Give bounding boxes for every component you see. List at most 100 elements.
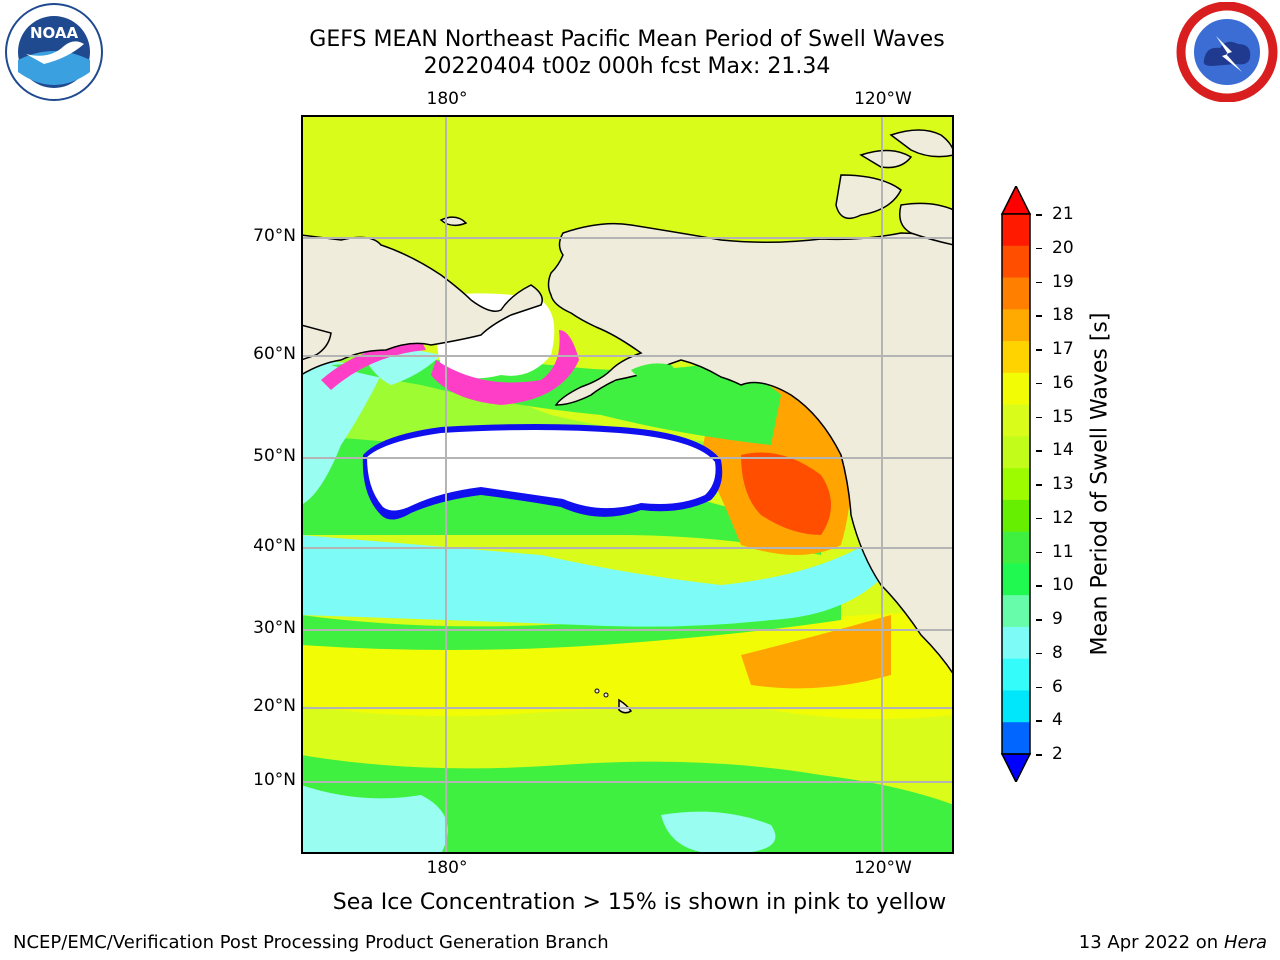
- colorbar-extend-bottom: [1000, 753, 1032, 782]
- colorbar-segment: [1002, 404, 1030, 437]
- lon-label-bottom-180: 180°: [426, 858, 468, 878]
- ocean-cook-inlet: [631, 363, 675, 381]
- footer-right: 13 Apr 2022 on Hera: [1079, 932, 1267, 953]
- colorbar-outline: [1001, 213, 1031, 755]
- lon-label-top-120w: 120°W: [854, 89, 912, 109]
- colorbar-tick-mark: [1036, 720, 1042, 722]
- ocean-cyan-midlat: [301, 532, 901, 627]
- colorbar-tick-label: 21: [1052, 204, 1074, 224]
- land-hawaii: [618, 698, 633, 714]
- map-svg: [301, 115, 954, 854]
- colorbar-tick-mark: [1036, 686, 1042, 688]
- colorbar-tick-label: 8: [1052, 642, 1063, 663]
- chart-title-line-1: GEFS MEAN Northeast Pacific Mean Period …: [309, 27, 945, 52]
- colorbar-segment: [1002, 531, 1030, 564]
- graticule: [301, 115, 954, 854]
- colorbar-segment: [1002, 277, 1030, 310]
- colorbar-segment: [1002, 468, 1030, 501]
- lat-label-60n: 60°N: [253, 344, 296, 364]
- colorbar-segment: [1002, 372, 1030, 406]
- ocean-orange-subtropical: [741, 615, 891, 689]
- map-panel: [301, 115, 954, 854]
- colorbar-segment: [1002, 436, 1030, 469]
- colorbar-tick-label: 13: [1052, 474, 1074, 494]
- colorbar-segment: [1002, 214, 1030, 247]
- noaa-logo: NOAA: [4, 2, 104, 102]
- lat-label-20n: 20°N: [253, 696, 296, 716]
- colorbar-tick-label: 9: [1052, 609, 1063, 629]
- colorbar-segment: [1002, 245, 1030, 279]
- colorbar-tick-label: 4: [1052, 710, 1063, 731]
- ice-mask-white: [367, 430, 716, 511]
- land-alaska-canada: [547, 222, 954, 677]
- colorbar-segment: [1002, 658, 1030, 691]
- colorbar-tick-label: 14: [1052, 440, 1074, 461]
- map-frame: [301, 115, 954, 854]
- colorbar-segment: [1002, 563, 1030, 596]
- colorbar-tick-mark: [1036, 484, 1042, 486]
- lat-label-30n: 30°N: [253, 618, 296, 638]
- colorbar-tick-mark: [1036, 349, 1042, 351]
- colorbar-tick-label: 19: [1052, 271, 1074, 292]
- colorbar-tick-mark: [1036, 315, 1042, 317]
- footer-date: 13 Apr 2022 on: [1078, 932, 1224, 953]
- colorbar-segment: [1002, 309, 1030, 342]
- lat-label-70n: 70°N: [253, 226, 296, 246]
- colorbar-segment: [1002, 341, 1030, 374]
- land-hawaii-kauai: [594, 688, 600, 694]
- colorbar-tick-label: 16: [1052, 372, 1074, 393]
- ocean-cyan-south-mid: [661, 811, 776, 854]
- colorbar-tick-label: 11: [1052, 541, 1074, 562]
- colorbar-label: Mean Period of Swell Waves [s]: [1087, 312, 1113, 656]
- lon-label-top-180: 180°: [426, 89, 468, 109]
- land-arctic-island-3: [889, 129, 954, 158]
- colorbar-tick-mark: [1036, 247, 1042, 250]
- land-kamchatka: [301, 324, 332, 361]
- ocean-cyan-south-west: [301, 785, 448, 854]
- colorbar-tick-mark: [1036, 450, 1042, 452]
- colorbar: [1000, 186, 1036, 782]
- land-wrangel-island: [439, 216, 468, 227]
- colorbar-tick-label: 10: [1052, 575, 1074, 596]
- noaa-logo-graphic: NOAA: [5, 3, 103, 101]
- nws-logo-graphic: [1176, 1, 1278, 103]
- kamchatka-ice-pink: [321, 340, 426, 390]
- colorbar-label-wrap: Mean Period of Swell Waves [s]: [1082, 186, 1118, 782]
- footer-left: NCEP/EMC/Verification Post Processing Pr…: [13, 932, 609, 953]
- lat-label-50n: 50°N: [253, 446, 296, 466]
- colorbar-tick-label: 6: [1052, 676, 1063, 697]
- chart-title-line-2: 20220404 t00z 000h fcst Max: 21.34: [423, 54, 831, 79]
- land-arctic-island-2: [835, 174, 902, 220]
- colorbar-tick-mark: [1036, 551, 1042, 553]
- bering-ice-pink: [431, 330, 579, 405]
- colorbar-tick-label: 15: [1052, 406, 1074, 427]
- lon-label-bottom-120w: 120°W: [854, 858, 912, 878]
- colorbar-tick-mark: [1036, 416, 1042, 418]
- colorbar-tick-mark: [1036, 585, 1042, 587]
- colorbar-segment: [1002, 690, 1030, 723]
- colorbar-tick-mark: [1036, 652, 1042, 655]
- nws-logo: [1176, 1, 1278, 103]
- colorbar-tick-mark: [1036, 382, 1042, 385]
- land-arctic-island-1: [859, 149, 913, 169]
- colorbar-tick-mark: [1036, 754, 1042, 756]
- colorbar-tick-label: 2: [1052, 744, 1063, 764]
- ocean-cyan-northwest: [301, 361, 381, 505]
- lat-label-10n: 10°N: [253, 770, 296, 790]
- noaa-logo-text: NOAA: [30, 24, 79, 42]
- colorbar-tick-label: 12: [1052, 507, 1074, 528]
- colorbar-tick-mark: [1036, 619, 1042, 621]
- ocean-green-30n: [301, 595, 841, 650]
- land-siberia: [301, 234, 543, 376]
- colorbar-segment: [1002, 595, 1030, 628]
- colorbar-segment: [1002, 626, 1030, 660]
- land-arctic-island-4: [899, 202, 954, 246]
- colorbar-segment: [1002, 499, 1030, 533]
- colorbar-tick-mark: [1036, 281, 1042, 283]
- colorbar-tick-label: 18: [1052, 305, 1074, 326]
- lat-label-40n: 40°N: [253, 536, 296, 556]
- ocean-yellow-band: [301, 610, 954, 719]
- ocean-green-south: [301, 755, 954, 854]
- sea-ice-caption: Sea Ice Concentration > 15% is shown in …: [332, 890, 947, 915]
- colorbar-tick-label: 17: [1052, 339, 1074, 359]
